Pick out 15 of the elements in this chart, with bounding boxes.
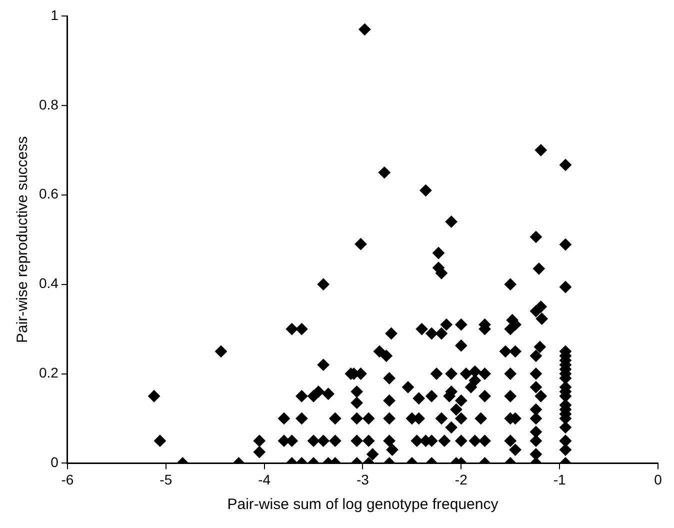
y-tick-label: 0.8 [38,96,59,112]
x-tick-label: -4 [258,471,271,488]
y-tick-label: 0.2 [38,364,59,381]
x-tick-label: -6 [61,471,74,488]
x-tick-label: -5 [160,471,172,488]
x-axis-title: Pair-wise sum of log genotype frequency [227,496,499,514]
x-tick-label: -2 [454,471,468,488]
x-tick-label: -3 [356,471,370,488]
y-tick-label: 1 [50,6,59,23]
y-tick-label: 0.6 [38,186,59,202]
y-tick-label: 0 [50,454,59,470]
x-tick-label: 0 [654,471,662,488]
y-tick-label: 0.4 [38,275,59,292]
y-axis-title: Pair-wise reproductive success [14,136,32,343]
x-tick-label: -1 [553,471,566,488]
